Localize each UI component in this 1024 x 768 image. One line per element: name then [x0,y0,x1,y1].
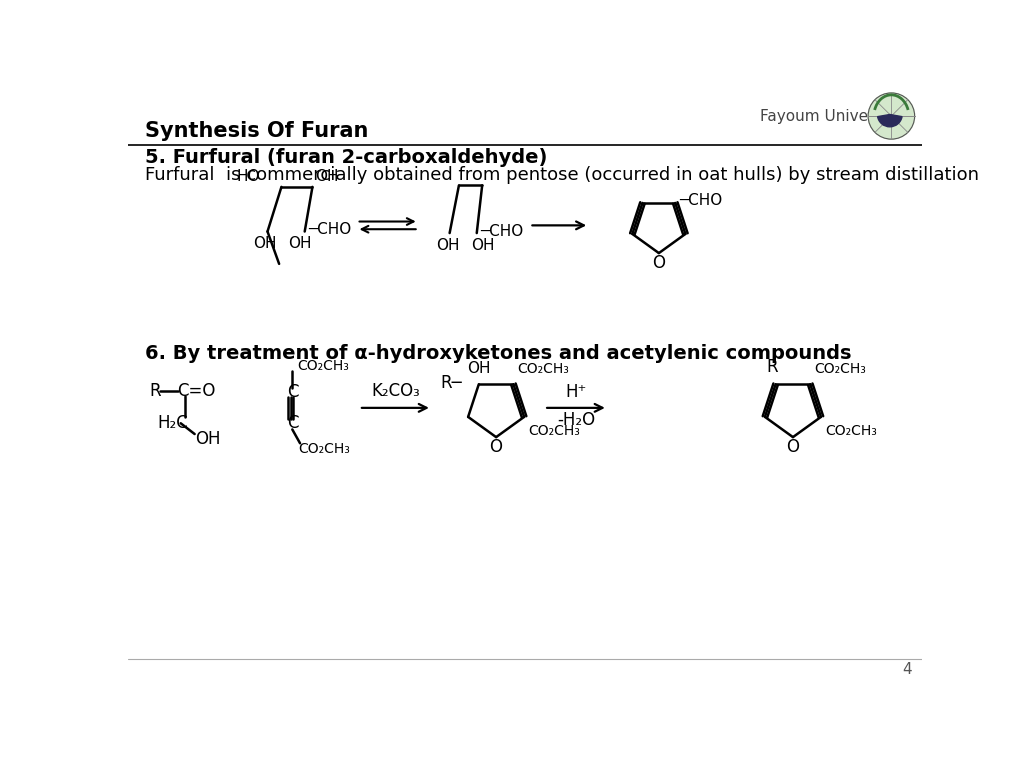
Text: OH: OH [467,361,490,376]
Text: OH: OH [315,169,339,184]
Text: CO₂CH₃: CO₂CH₃ [297,359,349,372]
Text: K₂CO₃: K₂CO₃ [371,382,420,400]
Text: O: O [489,438,503,456]
Text: R─: R─ [440,374,462,392]
Text: Synthesis Of Furan: Synthesis Of Furan [145,121,369,141]
Text: H₂C: H₂C [158,414,188,432]
Text: O: O [786,438,800,456]
Text: C: C [287,414,298,432]
Wedge shape [878,114,902,127]
Text: OH: OH [253,237,276,251]
Text: CO₂CH₃: CO₂CH₃ [825,424,877,438]
Text: H⁺: H⁺ [565,383,587,402]
Text: R: R [766,358,777,376]
Text: ─CHO: ─CHO [679,193,722,208]
Text: R: R [150,382,162,400]
Text: OH: OH [471,238,495,253]
Text: Furfural  is commercially obtained from pentose (occurred in oat hulls) by strea: Furfural is commercially obtained from p… [145,167,979,184]
Text: CO₂CH₃: CO₂CH₃ [814,362,866,376]
Text: 6. By treatment of α-hydroxyketones and acetylenic compounds: 6. By treatment of α-hydroxyketones and … [145,345,852,363]
Text: CO₂CH₃: CO₂CH₃ [299,442,350,456]
Text: HO: HO [237,169,260,184]
Text: 4: 4 [902,662,911,677]
Text: ─CHO: ─CHO [480,224,524,239]
Text: ─CHO: ─CHO [308,223,352,237]
Text: CO₂CH₃: CO₂CH₃ [528,424,580,438]
Text: -H₂O: -H₂O [557,411,595,429]
Text: O: O [652,254,666,272]
Text: OH: OH [195,429,220,448]
Text: CO₂CH₃: CO₂CH₃ [517,362,569,376]
Text: Fayoum Univesity: Fayoum Univesity [760,108,895,124]
Text: C=O: C=O [177,382,216,400]
Text: C: C [287,383,298,402]
Text: 5. Furfural (furan 2-carboxaldehyde): 5. Furfural (furan 2-carboxaldehyde) [145,148,548,167]
Text: OH: OH [436,238,460,253]
Text: OH: OH [288,237,311,251]
Circle shape [868,93,914,139]
